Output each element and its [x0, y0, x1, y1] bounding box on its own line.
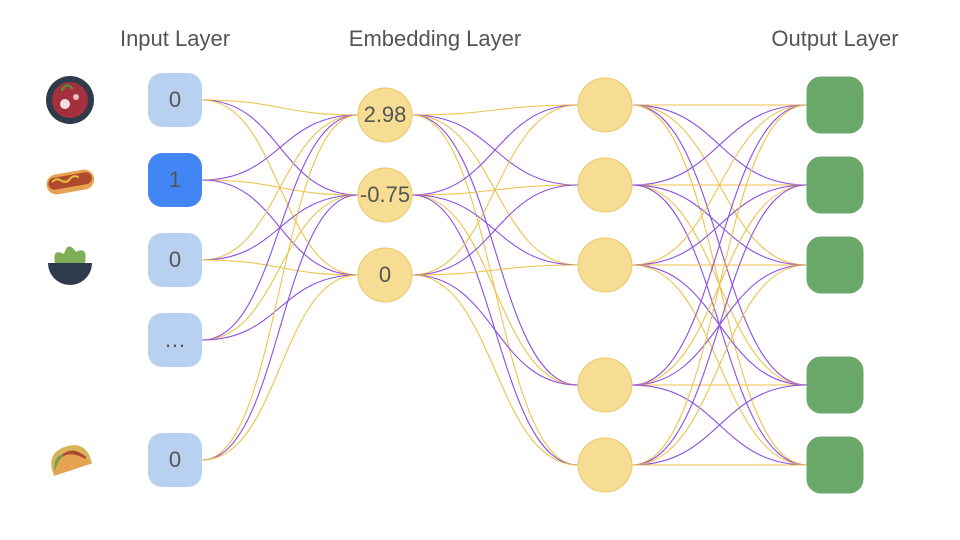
connection-edge: [202, 195, 358, 460]
connection-edge: [202, 115, 358, 180]
input-layer-title: Input Layer: [120, 26, 230, 51]
connection-edge: [632, 185, 807, 465]
connection-edge: [202, 275, 358, 340]
embedding-node-2-label: 0: [379, 262, 391, 287]
input-node-3-label: …: [164, 327, 186, 352]
embedding-node-1-label: -0.75: [360, 182, 410, 207]
connection-edge: [632, 185, 807, 265]
hotdog-icon: [45, 168, 96, 196]
connection-edge: [412, 115, 578, 385]
salad-icon: [48, 246, 92, 285]
output-node-3: [807, 357, 863, 413]
connection-edge: [412, 265, 578, 275]
output-node-4: [807, 437, 863, 493]
connection-edge: [412, 105, 578, 115]
hidden-node-4: [578, 438, 632, 492]
input-node-4-label: 0: [169, 447, 181, 472]
connection-edge: [632, 265, 807, 465]
input-node-2-label: 0: [169, 247, 181, 272]
hidden-node-0: [578, 78, 632, 132]
hidden-node-2: [578, 238, 632, 292]
connection-edge: [202, 115, 358, 260]
embedding-layer-title: Embedding Layer: [349, 26, 521, 51]
connection-edge: [412, 275, 578, 465]
connection-edge: [632, 105, 807, 465]
hidden-node-3: [578, 358, 632, 412]
connection-edge: [202, 275, 358, 460]
taco-icon: [46, 440, 92, 475]
connection-edge: [202, 115, 358, 460]
embedding-node-0-label: 2.98: [364, 102, 407, 127]
soup-icon: [46, 76, 94, 124]
input-node-1-label: 1: [169, 167, 181, 192]
hidden-node-1: [578, 158, 632, 212]
output-node-0: [807, 77, 863, 133]
connection-edge: [412, 195, 578, 385]
connection-edge: [412, 105, 578, 195]
connection-edge: [202, 195, 358, 340]
output-node-1: [807, 157, 863, 213]
connection-edge: [202, 115, 358, 340]
output-layer-title: Output Layer: [771, 26, 898, 51]
output-node-2: [807, 237, 863, 293]
embedding-layer-diagram: Input Layer Embedding Layer Output Layer 0 1…: [0, 0, 960, 540]
connection-edge: [202, 100, 358, 115]
connection-edge: [632, 105, 807, 385]
input-node-0-label: 0: [169, 87, 181, 112]
connection-edge: [412, 185, 578, 275]
